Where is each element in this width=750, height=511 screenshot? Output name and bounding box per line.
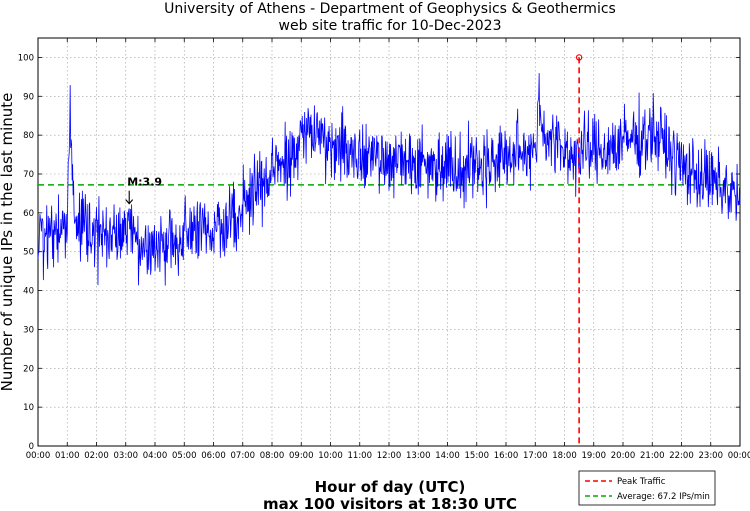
x-tick-label: 23:00 [699,451,724,461]
x-tick-label: 06:00 [201,451,226,461]
x-tick-label: 15:00 [465,451,490,461]
x-tick-label: 04:00 [143,451,168,461]
x-tick-label: 20:00 [611,451,636,461]
series-line [37,73,741,286]
legend-average-label: Average: 67.2 IPs/min [617,492,710,502]
footer-text: max 100 visitors at 18:30 UTC [263,495,517,511]
y-tick-label: 10 [23,403,34,413]
legend-peak-label: Peak Traffic [617,477,666,487]
x-tick-label: 19:00 [582,451,607,461]
y-tick-label: 60 [23,209,34,219]
chart-subtitle: web site traffic for 10-Dec-2023 [279,18,502,34]
y-tick-label: 40 [23,287,34,297]
x-tick-label: 07:00 [231,451,256,461]
x-tick-label: 22:00 [669,451,694,461]
x-tick-label: 05:00 [172,451,197,461]
y-tick-label: 30 [23,325,34,335]
x-tick-label: 11:00 [348,451,373,461]
y-tick-label: 100 [18,53,34,63]
y-axis: 0 10 20 30 40 50 60 70 80 90 100 [18,53,740,452]
x-axis-label: Hour of day (UTC) [315,478,466,496]
y-axis-label: Number of unique IPs in the last minute [0,93,16,392]
legend-box [578,470,716,506]
x-tick-label: 03:00 [114,451,139,461]
x-tick-label: 02:00 [84,451,109,461]
annotation-arrow-head [125,199,134,205]
x-tick-label: 16:00 [494,451,519,461]
x-tick-label: 09:00 [289,451,314,461]
x-tick-label: 01:00 [55,451,80,461]
x-tick-label: 18:00 [552,451,577,461]
peak-marker [575,54,583,61]
y-tick-label: 90 [23,92,34,102]
y-tick-label: 20 [23,364,34,374]
y-tick-label: 70 [23,170,34,180]
x-tick-label: 21:00 [640,451,665,461]
x-tick-label: 10:00 [318,451,343,461]
x-axis: 00:00 01:00 02:00 03:00 04:00 05:00 06:00 07:00… [26,38,750,461]
legend: Peak Traffic Average: 67.2 IPs/min [578,470,716,506]
x-tick-label: 13:00 [406,451,431,461]
annotation-label: M:3.9 [127,176,162,189]
x-tick-label: 00:00 [728,451,750,461]
x-tick-label: 17:00 [523,451,548,461]
x-tick-label: 00:00 [26,451,51,461]
x-tick-label: 08:00 [260,451,285,461]
y-tick-label: 50 [23,248,34,258]
quake-annotation: M:3.9 [125,176,162,205]
x-tick-label: 14:00 [435,451,460,461]
y-tick-label: 80 [23,131,34,141]
y-tick-label: 0 [29,442,34,452]
x-tick-label: 12:00 [377,451,402,461]
chart-title: University of Athens - Department of Geo… [164,1,616,17]
